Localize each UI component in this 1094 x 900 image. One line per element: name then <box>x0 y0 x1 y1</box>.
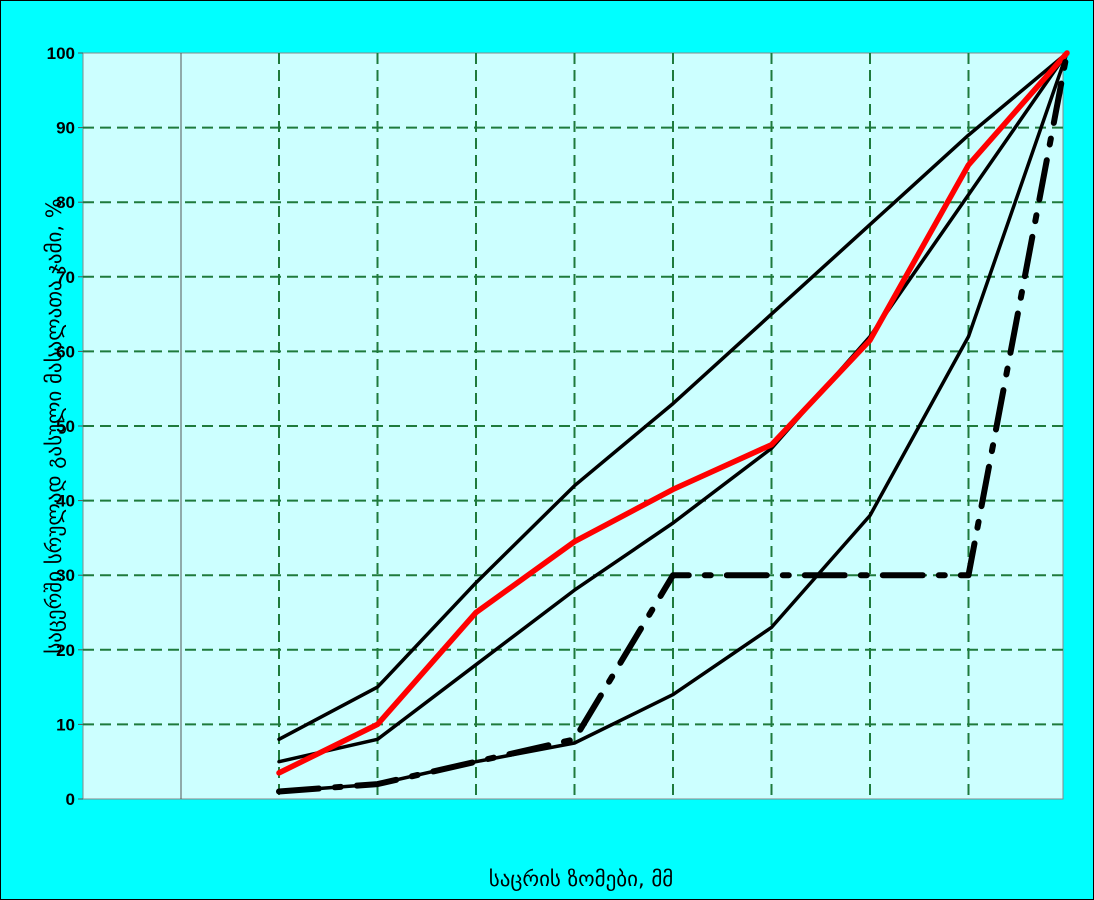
y-tick-label: 100 <box>47 44 75 63</box>
y-tick-labels: 0 10 20 30 40 50 60 70 80 90 100 <box>47 44 83 809</box>
y-tick-label: 90 <box>56 119 75 138</box>
y-tick-label: 40 <box>56 492 75 511</box>
x-axis-label: საცრის ზომები, მმ <box>489 867 674 891</box>
y-tick-label: 50 <box>56 417 75 436</box>
series-dash-dot <box>276 50 1070 795</box>
y-tick-label: 30 <box>56 566 75 585</box>
y-tick-label: 20 <box>56 641 75 660</box>
y-tick-label: 60 <box>56 342 75 361</box>
series-middle <box>277 51 1069 764</box>
y-axis-label: საცერში სრულად გასული მასალათა ჯამი, % <box>42 198 66 653</box>
y-tick-label: 0 <box>66 790 75 809</box>
series-layer <box>276 50 1070 795</box>
series-upper-envelope <box>277 51 1069 742</box>
y-tick-label: 80 <box>56 193 75 212</box>
series-measured <box>276 50 1070 776</box>
grid-vertical <box>278 53 970 799</box>
y-tick-label: 10 <box>56 715 75 734</box>
y-tick-label: 70 <box>56 268 75 287</box>
